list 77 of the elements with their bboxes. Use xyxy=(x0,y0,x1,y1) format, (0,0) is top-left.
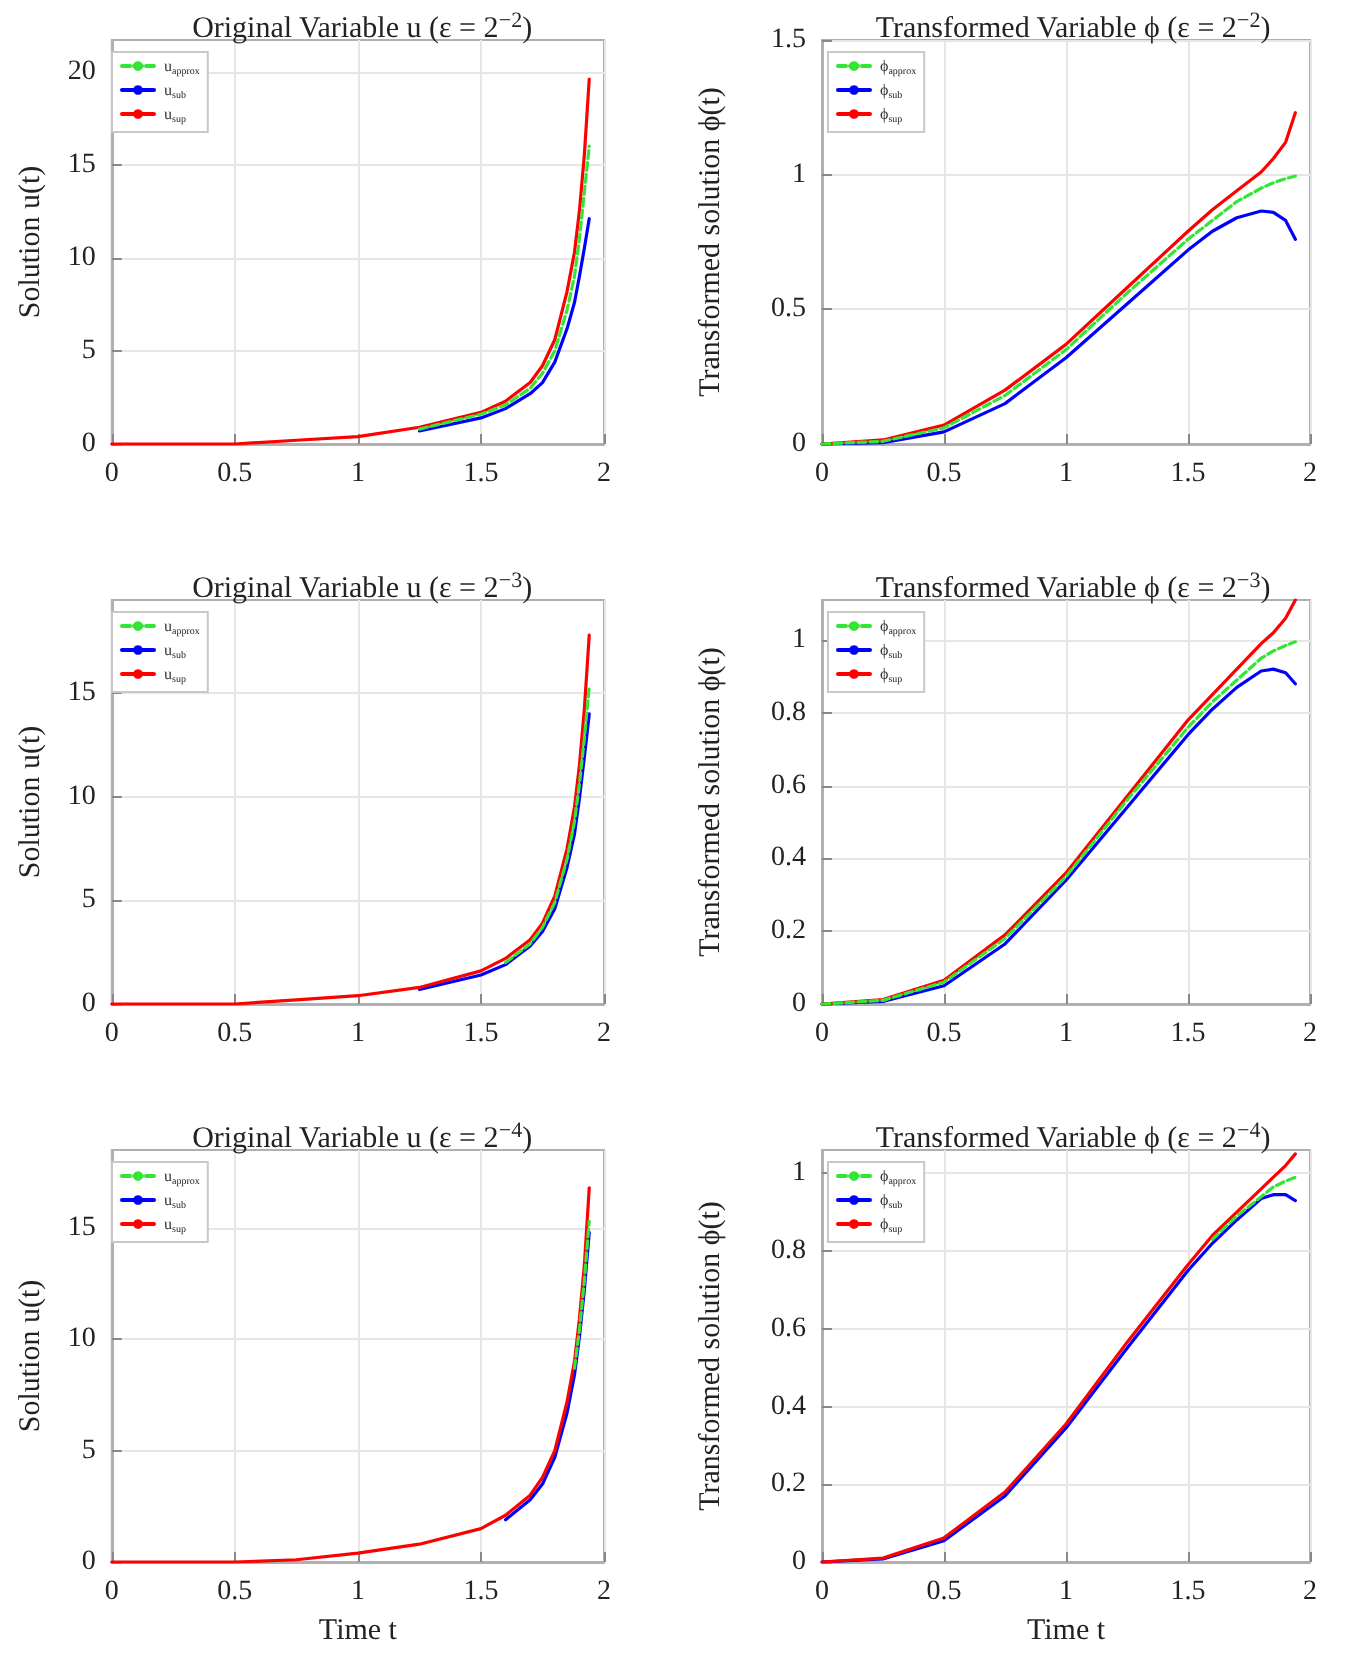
y-tick-label: 5 xyxy=(81,335,96,366)
x-tick-label: 0.5 xyxy=(217,459,253,489)
y-tick-label: 5 xyxy=(81,885,96,916)
x-tick-label: 0 xyxy=(104,1577,119,1607)
x-tick-label: 1 xyxy=(350,1577,365,1607)
y-tick-label: 10 xyxy=(67,1324,96,1355)
x-tick-label: 1 xyxy=(350,1019,365,1049)
x-tick-label: 1 xyxy=(350,459,365,489)
y-tick-label: 0.6 xyxy=(771,1313,806,1344)
x-tick-label: 1 xyxy=(1059,1577,1073,1607)
x-tick-label: 1 xyxy=(1059,459,1073,489)
x-tick-label: 1.5 xyxy=(1170,459,1206,489)
line-series xyxy=(1210,1175,1297,1241)
y-tick-label: 0.8 xyxy=(771,1236,806,1267)
x-tick-label: 1.5 xyxy=(463,459,499,489)
x-tick-label: 0 xyxy=(104,459,119,489)
x-axis-title: Time t xyxy=(318,1614,399,1647)
y-axis-title: Solution u(t) xyxy=(15,165,47,319)
y-tick-label: 0.2 xyxy=(771,916,806,947)
y-tick-label: 0.5 xyxy=(771,294,806,325)
y-tick-label: 0.4 xyxy=(771,1391,806,1422)
y-tick-label: 0 xyxy=(81,1547,96,1577)
x-tick-label: 0.5 xyxy=(926,1019,962,1049)
y-tick-label: 1 xyxy=(792,159,806,190)
x-tick-label: 2 xyxy=(597,1019,611,1049)
line-series xyxy=(417,144,591,431)
x-tick-label: 0 xyxy=(815,459,829,489)
x-tick-label: 1.5 xyxy=(1170,1019,1206,1049)
line-series xyxy=(417,712,591,992)
y-tick-label: 0 xyxy=(792,429,806,459)
x-tick-label: 0.5 xyxy=(926,1577,962,1607)
x-tick-label: 2 xyxy=(1303,459,1317,489)
line-series xyxy=(110,1186,591,1564)
x-tick-label: 1.5 xyxy=(463,1019,499,1049)
y-tick-label: 0.2 xyxy=(771,1469,806,1500)
y-tick-label: 1 xyxy=(792,625,806,656)
x-tick-label: 1.5 xyxy=(463,1577,499,1607)
x-tick-label: 0.5 xyxy=(217,1019,253,1049)
x-tick-label: 1 xyxy=(1059,1019,1073,1049)
x-tick-label: 0.5 xyxy=(217,1577,253,1607)
y-tick-label: 5 xyxy=(81,1435,96,1466)
line-series xyxy=(503,685,591,965)
y-tick-label: 10 xyxy=(67,242,96,273)
y-axis-title: Transformed solution ϕ(t) xyxy=(695,647,727,957)
y-tick-label: 0 xyxy=(792,1547,806,1577)
y-tick-label: 15 xyxy=(67,1212,96,1243)
y-tick-label: 15 xyxy=(67,149,96,180)
y-axis-title: Transformed solution ϕ(t) xyxy=(695,1201,727,1511)
y-tick-label: 0.6 xyxy=(771,770,806,801)
line-series xyxy=(503,1230,591,1522)
x-tick-label: 0 xyxy=(815,1019,829,1049)
y-tick-label: 15 xyxy=(67,678,96,709)
x-tick-label: 0 xyxy=(104,1019,119,1049)
line-series xyxy=(110,633,591,1006)
y-axis-title: Transformed solution ϕ(t) xyxy=(695,87,727,397)
y-tick-label: 1 xyxy=(792,1158,806,1189)
y-axis-title: Solution u(t) xyxy=(15,725,47,879)
line-series xyxy=(572,1219,591,1370)
x-tick-label: 2 xyxy=(597,459,611,489)
line-series xyxy=(110,77,591,446)
x-tick-label: 2 xyxy=(1303,1577,1317,1607)
y-tick-label: 0.8 xyxy=(771,697,806,728)
x-tick-label: 1.5 xyxy=(1170,1577,1206,1607)
y-tick-label: 0 xyxy=(81,989,96,1019)
y-tick-label: 0 xyxy=(792,989,806,1019)
x-tick-label: 0 xyxy=(815,1577,829,1607)
y-tick-label: 20 xyxy=(67,56,96,87)
x-axis-title: Time t xyxy=(1026,1614,1107,1647)
x-tick-label: 0.5 xyxy=(926,459,962,489)
y-tick-label: 0 xyxy=(81,429,96,459)
x-tick-label: 2 xyxy=(597,1577,611,1607)
y-tick-label: 10 xyxy=(67,781,96,812)
y-tick-label: 0.4 xyxy=(771,843,806,874)
y-tick-label: 1.5 xyxy=(771,25,806,55)
line-series xyxy=(417,217,591,433)
y-axis-title: Solution u(t) xyxy=(15,1279,47,1433)
x-tick-label: 2 xyxy=(1303,1019,1317,1049)
